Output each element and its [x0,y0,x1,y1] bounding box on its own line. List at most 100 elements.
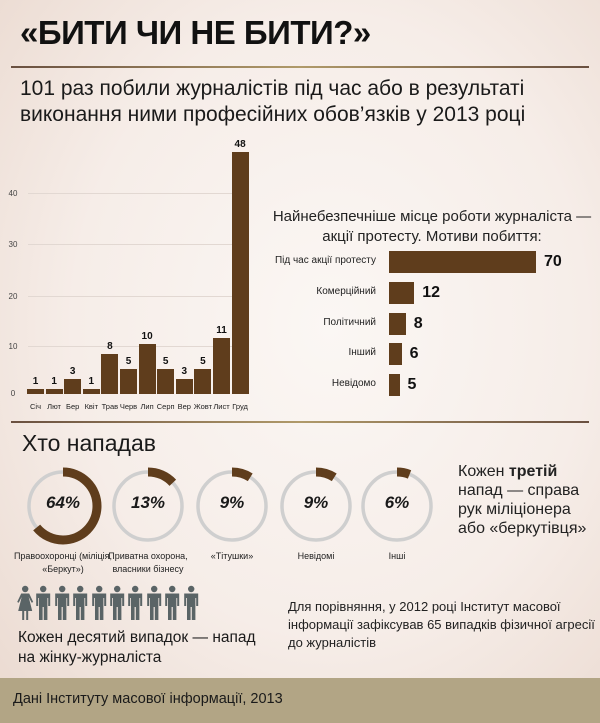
man-icon [36,585,51,620]
motive-row: Комерційний 12 [250,282,590,304]
attacker-ring: 13% [108,466,188,546]
gridline-10 [28,346,233,347]
motive-row: Інший 6 [250,343,590,365]
motive-label: Невідомо [331,378,376,389]
man-icon [146,585,161,620]
motive-value: 5 [407,376,417,393]
month-label: Лип [140,402,154,411]
month-bar [175,378,193,394]
month-bar [120,368,137,394]
attacker-ring: 6% [357,466,437,546]
y-tick-label: 0 [10,389,16,398]
attackers-heading: Хто нападав [22,430,156,456]
attacker-percent: 64% [45,493,81,512]
police-note: Кожен третій напад — справа рук міліціон… [458,462,598,538]
source-text: Дані Інституту масової інформації, 2013 [13,691,283,707]
man-icon [73,585,88,620]
attacker-percent: 6% [384,493,410,512]
people-icons-row [16,585,200,621]
month-bar [213,338,230,394]
motives-heading: Найнебезпечніше місце роботи журналіста … [272,208,592,245]
month-label: Січ [30,402,41,411]
divider-middle [11,421,589,423]
motive-value: 8 [413,315,423,332]
month-label: Лист [213,402,230,411]
attacker-label: «Тітушки» [210,551,254,561]
month-label: Бер [66,402,80,411]
page-title: «БИТИ ЧИ НЕ БИТИ?» [20,14,371,51]
motive-label: Політичний [323,317,376,328]
motive-value: 70 [544,253,562,270]
donut-ring-icon [358,467,436,545]
month-bar [231,151,249,394]
y-tick-label: 10 [8,342,18,351]
month-label: Квіт [84,402,99,411]
month-bar [82,388,100,394]
month-value: 1 [32,375,39,387]
donut-ring-icon [277,467,355,545]
gridline-20 [28,296,233,297]
month-label: Лют [47,402,61,411]
motive-bar [389,313,406,335]
y-tick-label: 20 [8,292,18,301]
police-note-suffix: напад — справа рук міліціонера або «берк… [458,482,587,537]
attacker-label: Невідомі [297,551,335,561]
month-label: Вер [177,402,191,411]
month-label: Жовт [193,402,213,411]
gridline-30 [28,244,233,245]
motive-bar [389,374,400,396]
month-bar [157,368,175,394]
donut-ring-icon [24,467,102,545]
attacker-ring: 9% [192,466,272,546]
month-bar [45,388,63,394]
divider-top [11,66,589,68]
month-value: 5 [200,355,206,367]
month-label: Груд [232,402,248,411]
month-value: 3 [69,365,76,377]
month-value: 5 [125,355,132,367]
women-note: Кожен десятий випадок — напад на жінку-ж… [18,629,256,666]
motive-bar [389,343,402,365]
attacker-label: Правоохоронці (міліція, «Беркут») [13,551,113,574]
man-icon [165,585,180,620]
attacker-ring: 64% [23,466,103,546]
attacker-percent: 9% [303,493,329,512]
month-value: 10 [141,330,153,342]
motive-label: Комерційний [316,286,376,297]
motive-row: Політичний 8 [250,313,590,335]
gridline-40 [28,193,233,194]
subtitle: 101 раз побили журналістів під час або в… [20,77,526,126]
month-value: 48 [234,138,246,150]
month-value: 11 [216,325,227,337]
footer-band: Дані Інституту масової інформації, 2013 [0,678,600,723]
month-bar [138,343,156,394]
y-tick-label: 30 [8,240,18,249]
month-label: Трав [101,402,119,411]
motive-label: Інший [348,347,377,358]
motive-row: Невідомо 5 [250,374,590,396]
motive-value: 12 [422,284,440,301]
month-label: Серп [156,402,175,411]
month-value: 8 [107,340,113,352]
motive-label: Під час акції протесту [274,255,376,266]
month-value: 1 [88,375,95,387]
man-icon [183,585,198,620]
month-bar [101,353,119,394]
man-icon [91,585,106,620]
month-value: 5 [162,355,169,367]
woman-icon [17,585,34,620]
motive-bar [389,251,536,273]
comparison-note: Для порівняння, у 2012 році Інститут мас… [288,599,595,650]
motive-bar [389,282,415,304]
attacker-percent: 13% [130,493,166,512]
man-icon [110,585,125,620]
month-bar [64,378,82,394]
month-value: 1 [51,375,57,387]
man-icon [128,585,143,620]
month-label: Черв [119,402,138,411]
month-bar [27,388,44,394]
attacker-label: Приватна охорона, власники бізнесу [108,551,188,574]
month-value: 3 [181,365,188,377]
donut-ring-icon [109,467,187,545]
attacker-label: Інші [388,551,406,561]
